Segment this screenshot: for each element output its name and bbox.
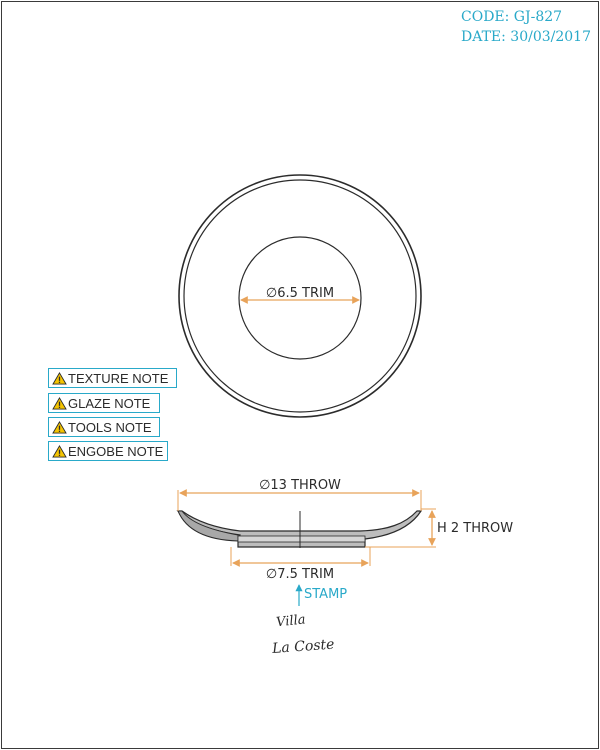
warning-icon	[52, 420, 67, 434]
foot-ring	[237, 535, 366, 543]
drawing-date: DATE: 30/03/2017	[461, 29, 591, 45]
product-code: CODE: GJ-827	[461, 9, 563, 25]
top-view: ∅6.5 TRIM	[178, 174, 422, 418]
note-label: TEXTURE NOTE	[68, 370, 169, 386]
rim-inner-circle	[183, 179, 417, 413]
note-texture[interactable]: TEXTURE NOTE	[48, 368, 177, 388]
warning-icon	[52, 371, 67, 385]
inner-diameter-label: ∅6.5 TRIM	[266, 286, 334, 301]
note-label: TOOLS NOTE	[68, 419, 152, 435]
note-glaze[interactable]: GLAZE NOTE	[48, 393, 160, 413]
signature-line-1: Villa	[275, 612, 306, 630]
stamp-label: STAMP	[304, 587, 347, 602]
signature-stamp: Villa La Coste	[271, 612, 335, 657]
note-label: GLAZE NOTE	[68, 395, 151, 411]
outer-rim-circle	[178, 174, 422, 418]
height-dimension-label: H 2 THROW	[437, 521, 513, 536]
signature-line-2: La Coste	[271, 637, 335, 657]
width-dimension-label: ∅13 THROW	[259, 478, 341, 493]
note-engobe[interactable]: ENGOBE NOTE	[48, 441, 168, 461]
warning-icon	[52, 396, 67, 410]
side-view: ∅13 THROW H 2 THROW ∅7.5 TRIM STAMP	[176, 478, 513, 606]
note-label: ENGOBE NOTE	[68, 443, 164, 459]
foot-dimension-label: ∅7.5 TRIM	[266, 567, 334, 582]
note-tools[interactable]: TOOLS NOTE	[48, 417, 160, 437]
well-circle	[238, 236, 362, 360]
warning-icon	[52, 444, 67, 458]
title-block: CODE: GJ-827 DATE: 30/03/2017	[461, 7, 591, 47]
